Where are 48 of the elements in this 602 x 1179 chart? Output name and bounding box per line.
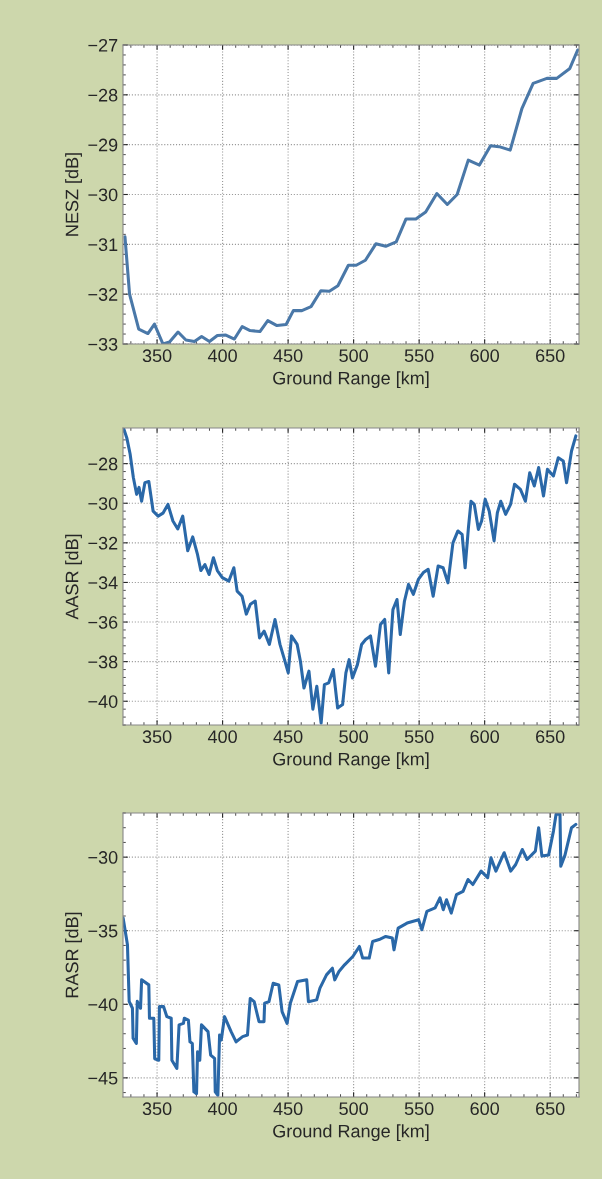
y-tick-label: −38 (88, 655, 118, 669)
y-tick-label: −40 (88, 695, 118, 708)
x-tick-label: 400 (207, 730, 237, 744)
x-axis-title: Ground Range [km] (273, 752, 429, 770)
x-tick-label: 400 (207, 1102, 237, 1116)
y-axis-title: AASR [dB] (65, 534, 82, 620)
y-tick-label: −32 (88, 536, 118, 550)
y-axis-title: NESZ [dB] (65, 153, 82, 236)
x-tick-label: 350 (142, 1102, 172, 1116)
x-tick-label: 350 (142, 349, 172, 363)
y-tick-label: −29 (88, 138, 118, 152)
x-tick-label: 550 (404, 730, 434, 744)
x-tick-label: 350 (142, 730, 172, 744)
x-tick-label: 650 (536, 349, 565, 363)
y-tick-label: −33 (88, 337, 118, 351)
x-tick-label: 400 (207, 349, 237, 363)
x-tick-label: 450 (273, 349, 303, 363)
x-tick-label: 500 (339, 1102, 368, 1116)
x-tick-label: 450 (273, 1102, 303, 1116)
y-tick-label: −30 (88, 188, 118, 202)
y-tick-label: −35 (88, 924, 118, 938)
x-axis-title: Ground Range [km] (273, 371, 429, 389)
y-axis-title: RASR [dB] (65, 912, 82, 998)
x-tick-label: 600 (470, 1102, 500, 1116)
x-tick-label: 650 (536, 730, 565, 744)
y-tick-label: −28 (88, 88, 118, 102)
x-tick-label: 650 (536, 1102, 565, 1116)
y-tick-label: −30 (88, 851, 118, 864)
x-tick-label: 550 (404, 349, 434, 363)
line-series (123, 813, 578, 1097)
y-tick-label: −27 (88, 38, 118, 52)
line-series (123, 428, 578, 725)
x-tick-label: 500 (339, 349, 368, 363)
y-tick-label: −30 (88, 497, 118, 510)
y-tick-label: −32 (88, 288, 118, 301)
x-axis-title: Ground Range [km] (273, 1124, 429, 1142)
y-tick-label: −40 (88, 998, 118, 1012)
x-tick-label: 600 (470, 349, 500, 363)
y-tick-label: −36 (88, 615, 118, 629)
y-tick-label: −45 (88, 1071, 118, 1085)
x-tick-label: 500 (339, 730, 368, 744)
x-tick-label: 600 (470, 730, 500, 744)
y-tick-label: −28 (88, 457, 118, 471)
x-tick-label: 450 (273, 730, 303, 744)
line-series (123, 48, 579, 344)
x-tick-label: 550 (404, 1102, 434, 1116)
y-tick-label: −31 (88, 238, 118, 252)
y-tick-label: −34 (88, 576, 118, 590)
